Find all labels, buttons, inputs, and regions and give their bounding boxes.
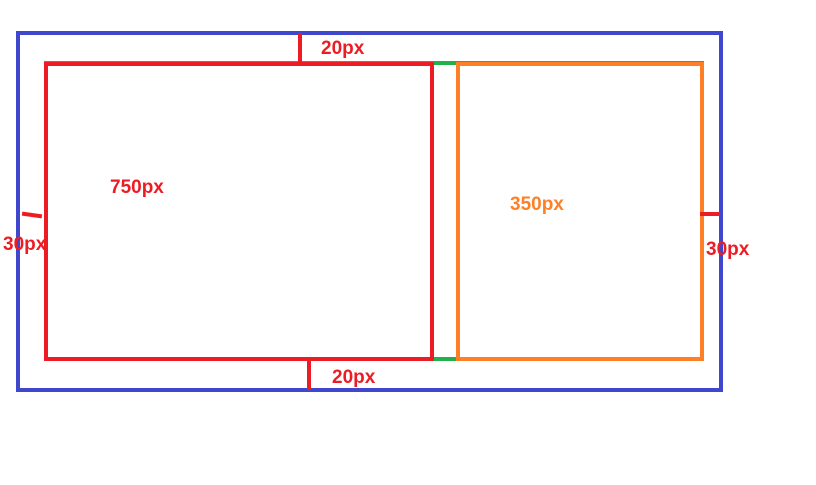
top-gap-label: 20px [321,38,365,59]
right-margin-label: 30px [706,239,750,260]
left-box-width-label: 750px [110,177,164,198]
top-gap-marker [298,33,302,63]
left-margin-label: 30px [3,234,47,255]
right-box-width-label: 350px [510,194,564,215]
bottom-gap-label: 20px [332,367,376,388]
right-box [456,62,704,361]
right-margin-marker [700,212,720,216]
outer-container-box [16,31,723,392]
left-box [44,62,434,361]
gap-indicator-bottom-line [430,357,460,361]
bottom-gap-marker [307,360,311,390]
